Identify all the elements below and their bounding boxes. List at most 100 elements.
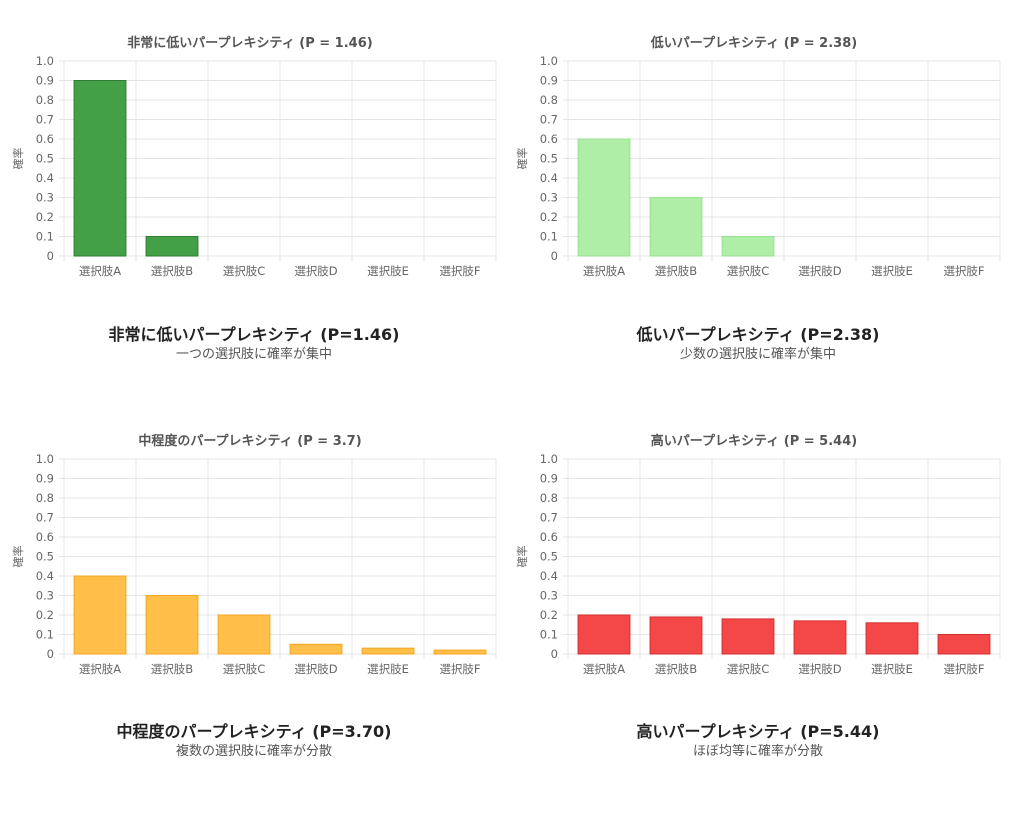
y-axis-label: 確率	[11, 148, 25, 170]
x-tick-label: 選択肢E	[871, 264, 913, 278]
y-tick-label: 0.7	[36, 113, 54, 127]
caption-title: 非常に低いパープレキシティ (P=1.46)	[108, 325, 400, 344]
x-tick-label: 選択肢D	[294, 264, 337, 278]
bar	[577, 138, 631, 257]
y-tick-label: 0.6	[540, 530, 558, 544]
y-tick-label: 0.7	[540, 511, 558, 525]
y-tick-label: 0.2	[540, 608, 558, 622]
caption-subtitle: 複数の選択肢に確率が分散	[175, 744, 332, 759]
y-tick-label: 0.8	[36, 491, 54, 505]
bar	[649, 616, 703, 655]
x-tick-label: 選択肢E	[367, 264, 409, 278]
y-tick-label: 0.5	[540, 152, 558, 166]
x-tick-label: 選択肢D	[798, 264, 841, 278]
bar	[721, 236, 775, 257]
x-tick-label: 選択肢B	[655, 264, 697, 278]
y-tick-label: 0.8	[540, 93, 558, 107]
y-tick-label: 1.0	[36, 54, 54, 68]
y-tick-label: 0.4	[540, 569, 558, 583]
chart-title: 非常に低いパープレキシティ (P = 1.46)	[127, 35, 372, 51]
chart-panel-high: 高いパープレキシティ (P = 5.44) 0 0.1 0.2 0.3 0.4 0.5 0.6…	[506, 424, 1010, 814]
chart-panel-very-low: 非常に低いパープレキシティ (P = 1.46) 0 0.1 0.2 0.3 0.4 0.5…	[2, 26, 506, 416]
chart-title: 高いパープレキシティ (P = 5.44)	[651, 433, 857, 449]
y-tick-label: 0.1	[36, 628, 54, 642]
y-tick-label: 0.6	[540, 132, 558, 146]
y-tick-label: 0.3	[36, 589, 54, 603]
y-tick-label: 0.6	[36, 530, 54, 544]
x-tick-label: 選択肢A	[79, 662, 121, 676]
caption-subtitle: ほぼ均等に確率が分散	[692, 744, 823, 759]
y-tick-label: 1.0	[36, 452, 54, 466]
caption: 高いパープレキシティ (P=5.44) ほぼ均等に確率が分散	[506, 722, 1010, 761]
y-axis-label: 確率	[11, 546, 25, 568]
caption-title: 中程度のパープレキシティ (P=3.70)	[116, 722, 392, 741]
caption: 非常に低いパープレキシティ (P=1.46) 一つの選択肢に確率が集中	[2, 325, 506, 364]
x-tick-label: 選択肢E	[871, 662, 913, 676]
caption-title: 高いパープレキシティ (P=5.44)	[636, 722, 880, 741]
y-tick-label: 0.1	[36, 230, 54, 244]
y-tick-label: 0.9	[36, 74, 54, 88]
y-tick-label: 0.3	[36, 191, 54, 205]
bar	[361, 647, 415, 655]
caption: 低いパープレキシティ (P=2.38) 少数の選択肢に確率が集中	[506, 325, 1010, 364]
caption-subtitle: 一つの選択肢に確率が集中	[175, 347, 332, 362]
y-tick-label: 0.4	[36, 171, 54, 185]
bar	[721, 618, 775, 655]
y-tick-label: 1.0	[540, 54, 558, 68]
y-tick-label: 0.7	[36, 511, 54, 525]
y-tick-label: 1.0	[540, 452, 558, 466]
x-tick-label: 選択肢A	[79, 264, 121, 278]
y-tick-label: 0.2	[540, 210, 558, 224]
y-tick-label: 0.9	[36, 472, 54, 486]
x-tick-label: 選択肢F	[439, 264, 480, 278]
x-tick-label: 選択肢F	[439, 662, 480, 676]
bar	[73, 80, 127, 257]
chart-low: 低いパープレキシティ (P = 2.38) 0 0.1 0.2 0.3 0.4 0.5 0.6…	[515, 35, 1001, 278]
x-tick-label: 選択肢F	[943, 264, 984, 278]
bar	[289, 643, 343, 655]
y-tick-label: 0.7	[540, 113, 558, 127]
chart-high: 高いパープレキシティ (P = 5.44) 0 0.1 0.2 0.3 0.4 0.5 0.6…	[515, 433, 1001, 676]
chart-panel-medium: 中程度のパープレキシティ (P = 3.7) 0 0.1 0.2 0.3 0.4 0.5 0.…	[2, 424, 506, 814]
y-tick-label: 0.6	[36, 132, 54, 146]
y-tick-label: 0.2	[36, 210, 54, 224]
x-tick-label: 選択肢C	[223, 264, 266, 278]
x-tick-label: 選択肢E	[367, 662, 409, 676]
y-tick-label: 0	[551, 647, 558, 661]
bar	[793, 620, 847, 655]
caption-title: 低いパープレキシティ (P=2.38)	[636, 325, 880, 344]
chart-title: 中程度のパープレキシティ (P = 3.7)	[138, 433, 361, 449]
y-axis-label: 確率	[515, 148, 529, 170]
chart-very-low: 非常に低いパープレキシティ (P = 1.46) 0 0.1 0.2 0.3 0.4 0.5…	[11, 35, 497, 278]
y-tick-label: 0.1	[540, 230, 558, 244]
x-tick-label: 選択肢D	[798, 662, 841, 676]
x-tick-label: 選択肢C	[727, 264, 770, 278]
y-tick-label: 0.8	[36, 93, 54, 107]
bar	[937, 634, 991, 655]
y-tick-label: 0.9	[540, 74, 558, 88]
bar	[217, 614, 271, 655]
bar	[649, 197, 703, 257]
bar	[73, 575, 127, 655]
bar	[865, 622, 919, 655]
bar	[577, 614, 631, 655]
x-tick-label: 選択肢C	[223, 662, 266, 676]
y-tick-label: 0.3	[540, 589, 558, 603]
y-tick-label: 0.8	[540, 491, 558, 505]
y-tick-label: 0.9	[540, 472, 558, 486]
chart-title: 低いパープレキシティ (P = 2.38)	[650, 35, 857, 51]
bar	[433, 649, 487, 655]
y-tick-label: 0.4	[36, 569, 54, 583]
bar	[145, 236, 199, 257]
y-tick-label: 0	[47, 647, 54, 661]
y-axis-label: 確率	[515, 546, 529, 568]
x-tick-label: 選択肢C	[727, 662, 770, 676]
caption-subtitle: 少数の選択肢に確率が集中	[679, 347, 836, 362]
y-tick-label: 0.4	[540, 171, 558, 185]
y-tick-label: 0.2	[36, 608, 54, 622]
x-tick-label: 選択肢A	[583, 264, 625, 278]
y-tick-label: 0.5	[36, 152, 54, 166]
chart-medium: 中程度のパープレキシティ (P = 3.7) 0 0.1 0.2 0.3 0.4 0.5 0.…	[11, 433, 497, 676]
x-tick-label: 選択肢B	[151, 662, 193, 676]
bar	[145, 595, 199, 655]
